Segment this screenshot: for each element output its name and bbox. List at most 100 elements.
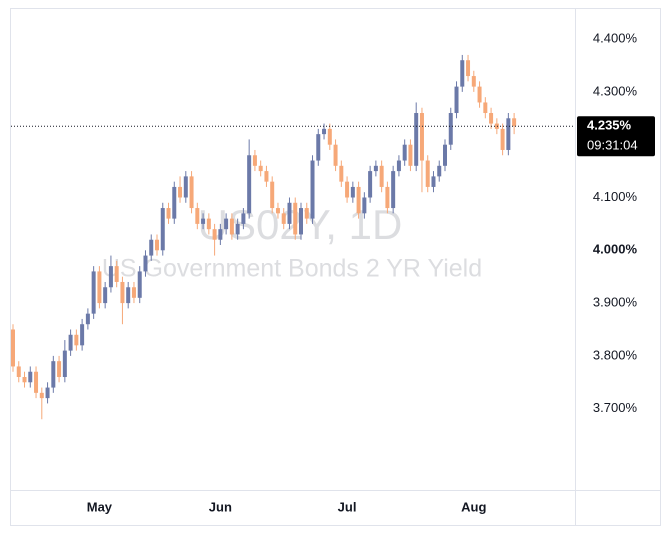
candle-body — [512, 118, 517, 127]
x-tick-label: May — [87, 499, 113, 514]
candle-body — [172, 186, 177, 219]
y-tick-label: 3.700% — [593, 400, 638, 415]
candle-body — [391, 171, 396, 209]
candle-body — [293, 202, 298, 235]
current-price-label: 4.235% — [587, 118, 632, 133]
candle-body — [166, 208, 171, 219]
candle-body — [178, 186, 183, 198]
candle-body — [85, 313, 90, 325]
candle-body — [114, 266, 119, 282]
candle-body — [28, 371, 33, 383]
candle-body — [91, 271, 96, 314]
chart-frame — [10, 8, 661, 526]
candle-body — [431, 176, 436, 187]
candle-body — [103, 287, 108, 304]
candle-body — [143, 255, 148, 272]
current-time-label: 09:31:04 — [587, 138, 638, 153]
candle-body — [310, 160, 315, 219]
candle-body — [45, 387, 50, 399]
candle-body — [22, 377, 27, 383]
y-tick-label: 4.000% — [593, 242, 638, 257]
candle-body — [339, 165, 344, 182]
y-tick-label: 3.900% — [593, 295, 638, 310]
candle-body — [11, 329, 15, 367]
candle-body — [299, 208, 303, 235]
candle-body — [316, 134, 321, 161]
y-tick-label: 4.400% — [593, 31, 638, 46]
candle-body — [396, 160, 401, 172]
candle-body — [51, 361, 56, 388]
candle-body — [471, 76, 476, 87]
candle-body — [402, 144, 407, 161]
candle-body — [345, 181, 350, 198]
candle-body — [362, 197, 367, 214]
candle-body — [408, 144, 413, 166]
candle-body — [281, 213, 286, 224]
candle-body — [16, 366, 21, 378]
candle-body — [322, 128, 327, 135]
candle-body — [264, 171, 269, 182]
candle-body — [379, 165, 384, 187]
candle-body — [373, 165, 378, 172]
candle-body — [448, 113, 453, 145]
candle-body — [356, 186, 361, 214]
candle-body — [483, 102, 488, 114]
candle-body — [414, 113, 419, 166]
candle-body — [218, 229, 223, 240]
candle-body — [419, 113, 424, 161]
candle-body — [270, 181, 275, 209]
candle-body — [137, 271, 142, 298]
candle-body — [229, 218, 234, 235]
candle-body — [368, 171, 373, 198]
candle-body — [460, 60, 465, 87]
x-tick-label: Jul — [338, 499, 357, 514]
candle-body — [333, 144, 338, 166]
candle-body — [155, 239, 159, 251]
current-price-box — [577, 116, 655, 157]
candle-body — [97, 271, 102, 304]
candle-body — [149, 239, 154, 256]
x-tick-label: Aug — [461, 499, 486, 514]
candle-body — [258, 165, 263, 172]
candle-body — [108, 266, 113, 288]
candle-body — [437, 165, 442, 177]
candle-body — [500, 128, 505, 150]
candle-body — [304, 208, 309, 219]
candle-body — [212, 229, 217, 240]
candle-body — [39, 392, 44, 399]
candle-body — [494, 123, 499, 129]
candle-body — [489, 113, 494, 124]
candle-body — [247, 155, 252, 214]
y-tick-label: 3.800% — [593, 347, 638, 362]
watermark-subtitle: US Government Bonds 2 YR Yield — [102, 255, 482, 283]
candle-body — [131, 287, 136, 298]
candle-body — [350, 186, 355, 198]
y-tick-label: 4.300% — [593, 83, 638, 98]
candle-body — [183, 176, 188, 198]
candle-body — [68, 334, 73, 351]
candle-body — [443, 144, 447, 166]
candle-body — [201, 218, 206, 224]
candle-body — [126, 287, 131, 304]
candle-body — [34, 371, 39, 393]
candle-body — [57, 361, 62, 378]
candle-body — [189, 176, 194, 209]
candle-body — [160, 208, 165, 251]
candle-body — [206, 218, 211, 230]
candle-body — [224, 218, 229, 230]
candle-body — [241, 213, 246, 224]
candle-body — [385, 186, 390, 209]
x-tick-label: Jun — [209, 499, 232, 514]
y-tick-label: 4.100% — [593, 189, 638, 204]
candle-body — [466, 60, 471, 77]
candle-body — [80, 324, 85, 346]
candle-body — [477, 86, 482, 103]
candle-body — [327, 128, 332, 145]
candle-body — [506, 118, 511, 150]
candle-body — [195, 208, 200, 224]
candle-body — [454, 86, 459, 114]
candle-body — [62, 350, 67, 378]
candle-body — [235, 223, 240, 235]
candle-body — [252, 155, 257, 166]
